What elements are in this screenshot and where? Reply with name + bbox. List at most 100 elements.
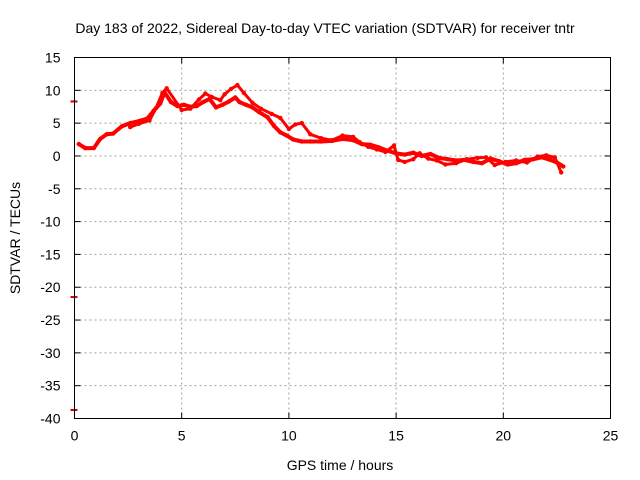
data-point bbox=[411, 157, 416, 162]
y-tick-label: -5 bbox=[48, 181, 61, 197]
data-point bbox=[265, 115, 270, 120]
data-point bbox=[402, 152, 407, 157]
data-point bbox=[269, 111, 274, 117]
data-point bbox=[179, 107, 184, 113]
data-point bbox=[402, 159, 407, 165]
data-point bbox=[226, 99, 232, 104]
data-point bbox=[428, 151, 433, 157]
data-point bbox=[535, 154, 540, 159]
data-point bbox=[278, 115, 283, 121]
data-point bbox=[329, 138, 334, 143]
data-point bbox=[213, 105, 219, 110]
data-point bbox=[357, 140, 362, 145]
x-tick-label: 25 bbox=[603, 428, 619, 444]
data-point bbox=[235, 82, 240, 88]
data-point bbox=[286, 126, 292, 132]
y-tick-label: -10 bbox=[40, 214, 60, 230]
data-point bbox=[434, 158, 439, 163]
y-tick-label: 10 bbox=[45, 82, 61, 98]
data-point bbox=[228, 86, 234, 92]
data-point bbox=[366, 144, 371, 149]
x-tick-label: 5 bbox=[178, 428, 186, 444]
data-point bbox=[128, 124, 133, 130]
x-tick-labels: 0 5 10 15 20 25 bbox=[71, 428, 619, 444]
data-point bbox=[552, 155, 557, 160]
data-point bbox=[396, 157, 401, 163]
data-point bbox=[561, 164, 566, 169]
data-point bbox=[256, 109, 262, 115]
data-point bbox=[374, 147, 379, 152]
data-point bbox=[160, 90, 165, 96]
data-point bbox=[471, 159, 476, 165]
sdtvar-series-line bbox=[76, 90, 566, 169]
y-tick-label: -20 bbox=[40, 279, 60, 295]
data-point bbox=[308, 139, 313, 144]
data-point bbox=[318, 139, 324, 144]
data-point bbox=[299, 120, 304, 126]
data-point bbox=[284, 133, 289, 138]
data-point bbox=[98, 136, 103, 142]
data-point bbox=[237, 99, 242, 105]
data-point bbox=[411, 150, 416, 155]
sdtvar-scatter-line bbox=[128, 83, 563, 174]
x-tick-label: 20 bbox=[496, 428, 512, 444]
data-point bbox=[464, 157, 470, 162]
data-point bbox=[119, 124, 124, 129]
data-point bbox=[91, 145, 97, 151]
data-point bbox=[453, 161, 459, 166]
data-point bbox=[147, 118, 152, 123]
data-point bbox=[299, 139, 304, 144]
data-point bbox=[340, 136, 345, 142]
data-point bbox=[383, 149, 388, 155]
x-tick-label: 10 bbox=[281, 428, 297, 444]
grid-layer bbox=[74, 57, 611, 419]
data-point bbox=[548, 157, 553, 163]
y-tick-label: -35 bbox=[40, 378, 60, 394]
data-point bbox=[503, 159, 508, 165]
x-tick-label: 0 bbox=[71, 428, 79, 444]
x-axis-title: GPS time / hours bbox=[287, 457, 394, 473]
data-point bbox=[426, 156, 431, 161]
data-point bbox=[241, 90, 247, 96]
y-tick-label: -25 bbox=[40, 312, 60, 328]
y-tick-label: -15 bbox=[40, 246, 60, 262]
data-point bbox=[483, 155, 489, 160]
data-point bbox=[76, 141, 82, 147]
data-point bbox=[104, 132, 109, 137]
data-point bbox=[153, 105, 159, 111]
data-point bbox=[524, 160, 530, 165]
data-point bbox=[188, 106, 193, 111]
data-point bbox=[475, 155, 480, 161]
data-point bbox=[110, 131, 116, 136]
data-point bbox=[220, 102, 225, 108]
data-point bbox=[340, 133, 345, 138]
y-tick-label: -40 bbox=[40, 411, 60, 427]
series-layer bbox=[76, 82, 566, 175]
data-point bbox=[293, 122, 298, 127]
data-point bbox=[514, 158, 519, 163]
data-point bbox=[559, 170, 564, 175]
data-point bbox=[318, 136, 324, 141]
data-point bbox=[308, 132, 313, 137]
plot-frame bbox=[74, 57, 611, 419]
data-point bbox=[233, 95, 238, 100]
data-point bbox=[196, 97, 202, 102]
data-point bbox=[443, 162, 448, 167]
data-point bbox=[291, 137, 296, 142]
data-point bbox=[417, 151, 422, 156]
data-point bbox=[222, 92, 227, 97]
data-point bbox=[203, 91, 208, 96]
y-tick-label: -30 bbox=[40, 345, 60, 361]
data-point bbox=[391, 143, 397, 148]
data-point bbox=[544, 153, 549, 158]
y-tick-label: 5 bbox=[53, 115, 61, 131]
data-point bbox=[209, 94, 214, 100]
y-tick-labels: 15 10 5 0 -5 -10 -15 -20 -25 -30 -35 -40 bbox=[40, 50, 60, 427]
data-point bbox=[271, 123, 277, 128]
y-axis-title: SDTVAR / TECUs bbox=[7, 182, 23, 294]
x-tick-label: 15 bbox=[388, 428, 404, 444]
data-point bbox=[250, 105, 255, 110]
data-point bbox=[200, 99, 206, 105]
data-point bbox=[218, 98, 223, 103]
